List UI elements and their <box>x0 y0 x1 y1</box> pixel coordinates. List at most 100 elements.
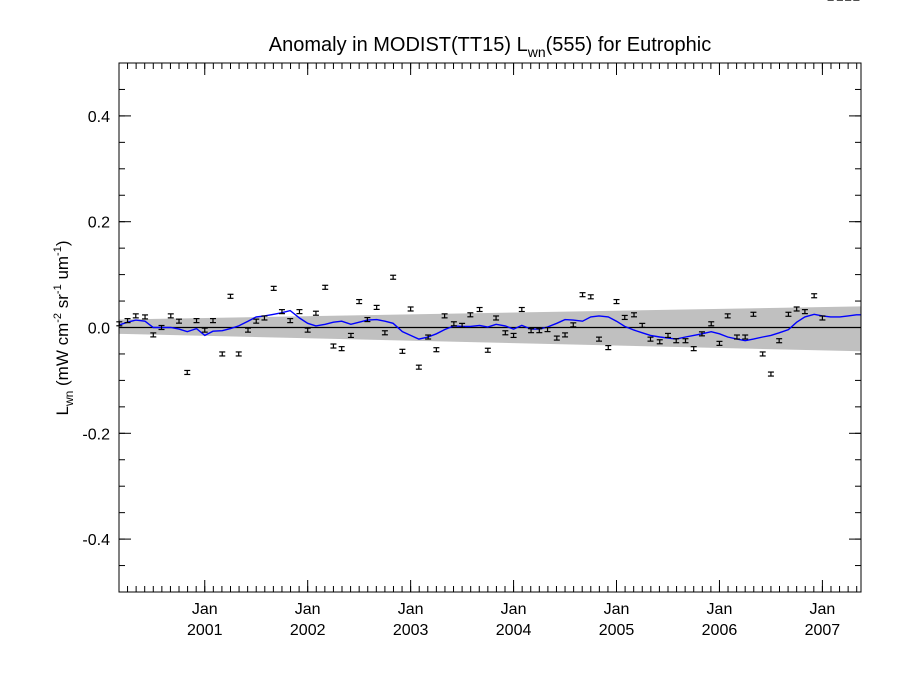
anomaly-point <box>656 339 663 345</box>
anomaly-point <box>167 313 174 319</box>
anomaly-point <box>785 311 792 317</box>
anomaly-point <box>621 314 628 321</box>
anomaly-point <box>605 345 612 351</box>
anomaly-point <box>570 322 577 328</box>
anomaly-point <box>390 274 397 280</box>
x-tick-year: 2007 <box>805 622 841 639</box>
anomaly-point <box>184 369 191 376</box>
anomaly-point <box>270 285 277 291</box>
anomaly-point <box>209 318 216 324</box>
anomaly-point <box>433 347 440 353</box>
anomaly-point <box>158 324 165 331</box>
ylabel-L: L <box>53 406 72 415</box>
anomaly-point <box>459 322 466 328</box>
ylabel-exp1: -2 <box>52 313 64 323</box>
x-tick-year: 2003 <box>393 622 429 639</box>
anomaly-point <box>698 331 705 337</box>
x-tick-year: 2001 <box>187 622 223 639</box>
ylabel-unit: (mW cm <box>53 323 72 391</box>
y-tick-label: -0.2 <box>82 426 110 443</box>
x-tick-month: Jan <box>501 601 527 618</box>
anomaly-point <box>724 313 731 319</box>
anomaly-point <box>631 312 638 318</box>
ylabel-exp3: -1 <box>52 246 64 256</box>
y-tick-label: 0.2 <box>88 215 110 232</box>
anomaly-point <box>493 315 500 321</box>
anomaly-point <box>553 335 560 341</box>
anomaly-point <box>450 321 457 327</box>
anomaly-point <box>476 306 483 313</box>
ylabel-wn: wn <box>62 391 76 407</box>
anomaly-point <box>441 313 448 319</box>
anomaly-point <box>579 292 586 298</box>
anomaly-point <box>793 306 800 312</box>
anomaly-point <box>767 371 774 377</box>
anomaly-point <box>142 314 149 320</box>
x-tick-year: 2005 <box>599 622 635 639</box>
anomaly-point <box>536 328 543 334</box>
x-tick-year: 2004 <box>496 622 532 639</box>
anomaly-point <box>647 336 654 342</box>
anomaly-point <box>261 315 268 321</box>
anomaly-point <box>364 316 371 323</box>
anomaly-point <box>613 298 620 305</box>
ylabel-close: ) <box>53 240 72 246</box>
x-tick-month: Jan <box>398 601 424 618</box>
ylabel-exp2: -1 <box>52 284 64 294</box>
anomaly-point <box>381 330 388 336</box>
plot-area <box>116 0 861 377</box>
anomaly-point <box>201 327 208 333</box>
series-smoothed <box>119 309 861 342</box>
confidence-band <box>119 306 861 352</box>
anomaly-point <box>425 334 432 340</box>
anomaly-point <box>322 284 329 290</box>
anomaly-point <box>673 338 680 344</box>
anomaly-point <box>176 318 183 324</box>
y-axis-label: Lwn (mW cm-2 sr-1 um-1) <box>52 240 76 415</box>
x-tick-month: Jan <box>809 601 835 618</box>
anomaly-point <box>373 304 380 310</box>
anomaly-point <box>124 318 131 324</box>
x-tick-month: Jan <box>707 601 733 618</box>
anomaly-point <box>639 322 646 328</box>
x-tick-month: Jan <box>295 601 321 618</box>
anomaly-point <box>304 327 311 333</box>
anomaly-point <box>132 313 139 319</box>
anomaly-point <box>278 309 285 315</box>
anomaly-point <box>227 293 234 299</box>
anomaly-point <box>235 351 242 357</box>
y-tick-label: 0.0 <box>88 321 110 338</box>
x-axis: Jan 2001 Jan 2002 Jan 2003 Jan 2004 Jan 2005 Jan 20… <box>127 63 858 639</box>
x-tick-year: 2002 <box>290 622 326 639</box>
anomaly-point <box>296 309 303 315</box>
anomaly-point <box>664 332 671 339</box>
ylabel-sr: sr <box>53 294 72 313</box>
anomaly-point <box>759 351 766 357</box>
series-monthly-anomalies <box>116 0 860 377</box>
ylabel-um: um <box>53 256 72 284</box>
chart-title: Anomaly in MODIST(TT15) Lwn(555) for Eut… <box>269 34 712 60</box>
x-tick-month: Jan <box>604 601 630 618</box>
anomaly-point <box>150 332 157 338</box>
anomaly-point <box>811 293 818 299</box>
y-tick-label: -0.4 <box>82 532 110 549</box>
anomaly-point <box>467 312 474 318</box>
anomaly-point <box>219 351 226 357</box>
anomaly-point <box>502 330 509 336</box>
anomaly-point <box>733 334 740 340</box>
anomaly-point <box>776 338 783 344</box>
y-axis: -0.4 -0.2 0.0 0.2 0.4 <box>82 62 861 593</box>
anomaly-point <box>330 343 337 349</box>
anomaly-point <box>708 321 715 327</box>
anomaly-point <box>287 318 294 324</box>
anomaly-point <box>562 332 569 338</box>
anomaly-point <box>750 311 757 317</box>
anomaly-point <box>544 327 551 333</box>
anomaly-point <box>801 309 808 315</box>
anomaly-point <box>510 332 517 339</box>
anomaly-point <box>690 346 697 352</box>
anomaly-point <box>407 306 414 312</box>
anomaly-point <box>193 318 200 324</box>
anomaly-point <box>347 332 354 339</box>
